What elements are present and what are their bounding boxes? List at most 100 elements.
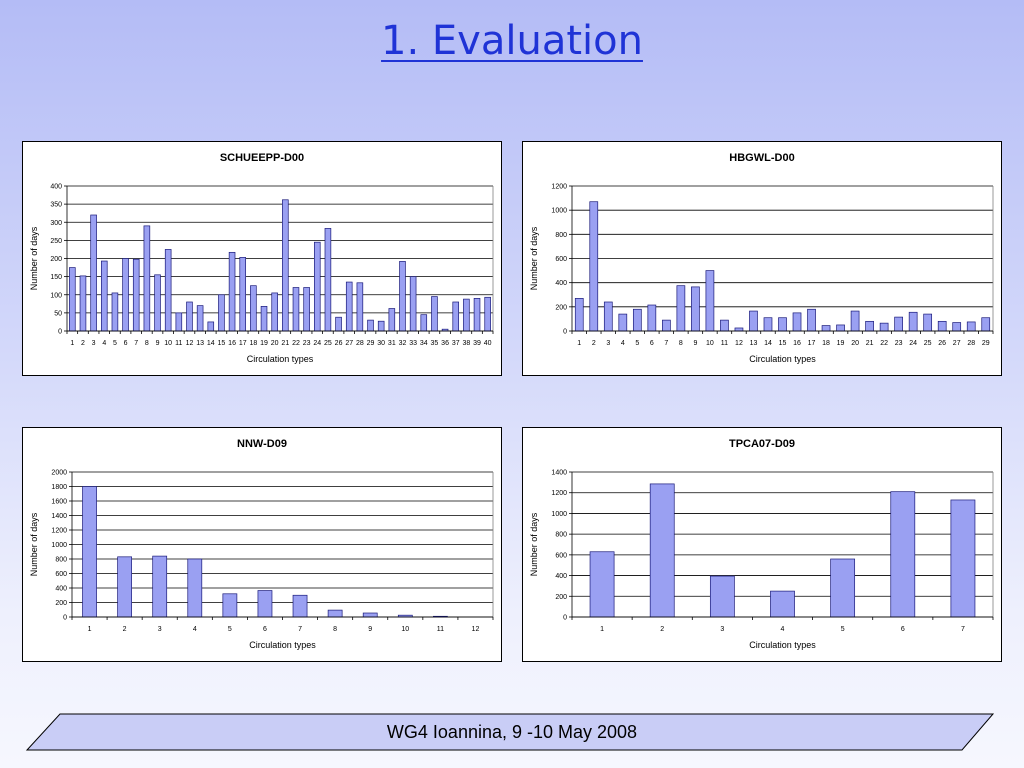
bar [292, 594, 308, 618]
bar [82, 486, 97, 618]
y-axis-label: Number of days [529, 512, 539, 576]
x-tick-label: 23 [303, 340, 311, 347]
x-tick-label: 28 [356, 340, 364, 347]
x-tick-label: 1 [70, 340, 74, 347]
bar [362, 612, 378, 618]
x-tick-label: 24 [313, 340, 321, 347]
footer-banner: WG4 Ioannina, 9 -10 May 2008 [0, 712, 1024, 752]
y-tick-label: 800 [55, 557, 67, 564]
x-tick-label: 22 [880, 340, 888, 347]
x-axis-label: Circulation types [749, 640, 816, 650]
y-tick-label: 100 [50, 292, 62, 299]
y-tick-label: 1800 [51, 484, 67, 491]
bar [865, 320, 874, 332]
bar [950, 499, 976, 618]
y-tick-label: 1600 [51, 499, 67, 506]
bar [705, 270, 715, 332]
x-tick-label: 1 [600, 626, 604, 633]
bar [228, 251, 236, 332]
bar [250, 285, 257, 332]
x-tick-label: 7 [134, 340, 138, 347]
bar [890, 491, 916, 618]
x-tick-label: 2 [81, 340, 85, 347]
bar [132, 258, 140, 332]
x-tick-label: 31 [388, 340, 396, 347]
chart-svg: TPCA07-D09 0 200 400 600 800 1000 1200 1400 1 2 3 4 5… [529, 438, 994, 650]
bar [923, 313, 933, 332]
x-tick-label: 23 [895, 340, 903, 347]
bar [981, 317, 991, 332]
x-tick-label: 21 [866, 340, 874, 347]
x-tick-label: 30 [377, 340, 385, 347]
y-axis-label: Number of days [29, 512, 39, 576]
bar [830, 558, 856, 618]
x-tick-label: 1 [577, 340, 581, 347]
bar [367, 319, 374, 332]
y-tick-label: 0 [63, 615, 67, 622]
bar [420, 314, 428, 332]
chart-panel-hbgwl: HBGWL-D00 0 200 400 600 800 1000 1200 1 2 3 4 5 6 7 8 9 1… [522, 141, 1002, 376]
x-tick-label: 9 [368, 626, 372, 633]
x-tick-label: 17 [808, 340, 816, 347]
bar [720, 319, 729, 332]
y-tick-label: 1000 [51, 542, 67, 549]
bar [303, 287, 310, 332]
bar [122, 258, 129, 332]
bar [292, 287, 300, 332]
x-tick-label: 7 [961, 626, 965, 633]
x-tick-label: 11 [175, 340, 182, 347]
y-tick-label: 200 [50, 256, 62, 263]
y-tick-label: 300 [50, 220, 62, 227]
x-tick-label: 25 [324, 340, 332, 347]
bar [100, 260, 108, 332]
x-tick-label: 13 [750, 340, 758, 347]
y-tick-label: 200 [555, 594, 567, 601]
bar [324, 228, 332, 332]
bar [164, 249, 172, 332]
x-tick-label: 21 [281, 340, 289, 347]
bar [377, 320, 385, 332]
y-tick-label: 0 [58, 329, 62, 336]
slide-title: 1. Evaluation [381, 18, 643, 64]
bar [691, 286, 700, 332]
bar [647, 304, 657, 332]
y-tick-label: 1400 [551, 470, 567, 477]
y-tick-label: 1200 [551, 184, 567, 191]
bar [879, 322, 889, 332]
x-tick-label: 4 [193, 626, 197, 633]
bar [143, 225, 151, 332]
x-tick-label: 16 [793, 340, 801, 347]
x-tick-label: 7 [298, 626, 302, 633]
chart-panel-nnw: NNW-D09 0 200 400 600 800 1000 1200 1400 1600 1800… [22, 427, 502, 662]
chart-panel-tpca07: TPCA07-D09 0 200 400 600 800 1000 1200 1400 1 2 3 4 5… [522, 427, 1002, 662]
x-tick-label: 22 [292, 340, 300, 347]
x-tick-label: 8 [679, 340, 683, 347]
bar [111, 292, 119, 332]
bar [850, 310, 860, 332]
bar [473, 298, 481, 332]
y-tick-label: 2000 [51, 470, 67, 477]
bar [632, 308, 642, 332]
bar [452, 301, 460, 332]
x-tick-label: 14 [764, 340, 772, 347]
bar [327, 609, 343, 618]
x-tick-label: 35 [431, 340, 439, 347]
y-tick-label: 200 [555, 304, 567, 311]
y-tick-label: 400 [55, 586, 67, 593]
chart-title: NNW-D09 [237, 438, 287, 450]
bar [187, 558, 203, 618]
x-tick-label: 6 [901, 626, 905, 633]
x-tick-label: 6 [650, 340, 654, 347]
x-tick-label: 20 [851, 340, 859, 347]
bar [763, 317, 773, 332]
bar [792, 312, 802, 332]
bar [709, 575, 735, 618]
x-tick-label: 12 [472, 626, 480, 633]
x-tick-label: 6 [124, 340, 128, 347]
chart-title: SCHUEEPP-D00 [220, 152, 304, 164]
x-tick-label: 4 [621, 340, 625, 347]
bar [186, 301, 193, 332]
x-tick-label: 29 [982, 340, 990, 347]
y-tick-label: 600 [555, 256, 567, 263]
